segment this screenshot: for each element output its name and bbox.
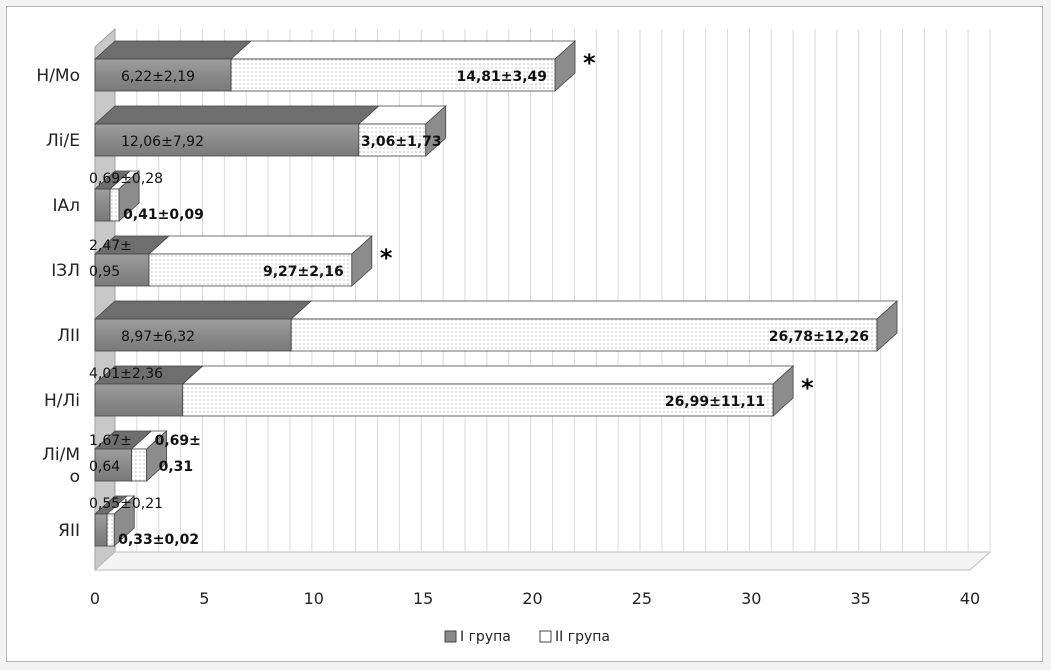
data-label-group2: 26,99±11,11 [665,394,765,410]
bar-end-cap [351,235,373,287]
x-tick-label: 30 [741,589,761,608]
data-label-group2: 3,06±1,73 [361,134,442,150]
bar-segment-group2-top [181,365,795,385]
bar-segment-group2 [109,188,120,222]
category-label-line: ІАл [52,196,80,216]
significance-marker: * [583,49,596,77]
bar-segment-group1-top [93,300,313,320]
bar-segment-group2 [106,513,115,547]
legend-swatch-group2 [539,630,552,643]
data-label-group2: 0,31 [159,459,194,475]
bar-segment-group1 [94,318,292,352]
category-label: Лі/Е [46,131,80,151]
data-label-group2: 0,33±0,02 [118,532,199,548]
data-label-group1: 0,55±0,21 [89,496,163,512]
x-tick-label: 10 [304,589,324,608]
category-label-line: Н/Лі [44,391,80,411]
category-label-line: ЛІІ [57,326,80,346]
category-label-line: о [70,467,80,487]
bar-segment-group1 [94,448,132,482]
category-label: ЛІІ [57,326,80,346]
data-label-group2: 0,41±0,09 [123,207,204,223]
x-tick-label: 20 [522,589,542,608]
bar-segment-group2-top [230,40,577,60]
x-tick-label: 5 [199,589,209,608]
stacked-bar-chart: 0 5 10 15 20 25 30 35 40 Н/Мо 6,22±2,19 14,81±3,49 *… [36,27,992,645]
plot-floor [93,551,992,571]
bar-end-cap [146,430,168,482]
bar-segment-group1 [94,188,111,222]
data-label-group1: 0,69±0,28 [89,171,163,187]
bar-segment-group2 [358,123,427,157]
bar-segment-group1-top [93,105,380,125]
data-label-group1: 12,06±7,92 [121,134,204,150]
category-label: Н/Мо [36,66,80,86]
bar-end-cap [554,40,576,92]
data-label-group1: 0,64 [89,459,120,475]
bar-segment-group1 [94,123,360,157]
category-label-line: Лі/М [42,445,80,465]
x-tick-label: 25 [632,589,652,608]
significance-marker: * [801,374,814,402]
bar-segment-group1 [94,513,108,547]
legend-swatch-group1 [444,630,457,643]
x-tick-label: 15 [413,589,433,608]
category-label: ЯІІ [58,521,80,541]
x-tick-label: 35 [850,589,870,608]
bar-segment-group1-top [93,40,253,60]
bar-segment-group2-top [290,300,899,320]
bar-end-cap [113,495,135,547]
category-label-line: ІЗЛ [51,261,80,281]
data-label-group1: 2,47± [89,238,132,254]
legend-label-group1: І група [460,629,511,645]
data-label-group2: 26,78±12,26 [769,329,869,345]
data-label-group2: 9,27±2,16 [263,264,344,280]
data-label-group1: 6,22±2,19 [121,69,195,85]
bar-segment-group2 [148,253,353,287]
data-label-group1: 0,95 [89,264,120,280]
category-label: ІАл [52,196,80,216]
bar-segment-group2 [182,383,774,417]
category-label-line: Н/Мо [36,66,80,86]
bar-end-cap [425,105,447,157]
category-label: Н/Лі [44,391,80,411]
bar-end-cap [876,300,898,352]
x-tick-label: 40 [960,589,980,608]
data-label-group1: 8,97±6,32 [121,329,195,345]
chart-frame: 0 5 10 15 20 25 30 35 40 Н/Мо 6,22±2,19 14,81±3,49 *… [6,6,1043,662]
significance-marker: * [380,244,393,272]
bar-segment-group2 [131,448,148,482]
data-label-group1: 1,67± [89,433,132,449]
data-label-group2: 0,69± [155,433,201,449]
bar-segment-group1 [94,58,232,92]
category-label-line: Лі/Е [46,131,80,151]
category-label: ІЗЛ [51,261,80,281]
category-label: Лі/М о [42,445,80,487]
data-label-group2: 14,81±3,49 [456,69,547,85]
legend-label-group2: ІІ група [555,629,610,645]
bar-segment-group1 [94,383,184,417]
bar-segment-group2-top [147,235,373,255]
bar-end-cap [118,170,140,222]
x-tick-label: 0 [90,589,100,608]
bar-segment-group2 [290,318,878,352]
bar-segment-group1 [94,253,150,287]
bar-end-cap [772,365,794,417]
data-label-group1: 4,01±2,36 [89,366,163,382]
category-label-line: ЯІІ [58,521,80,541]
